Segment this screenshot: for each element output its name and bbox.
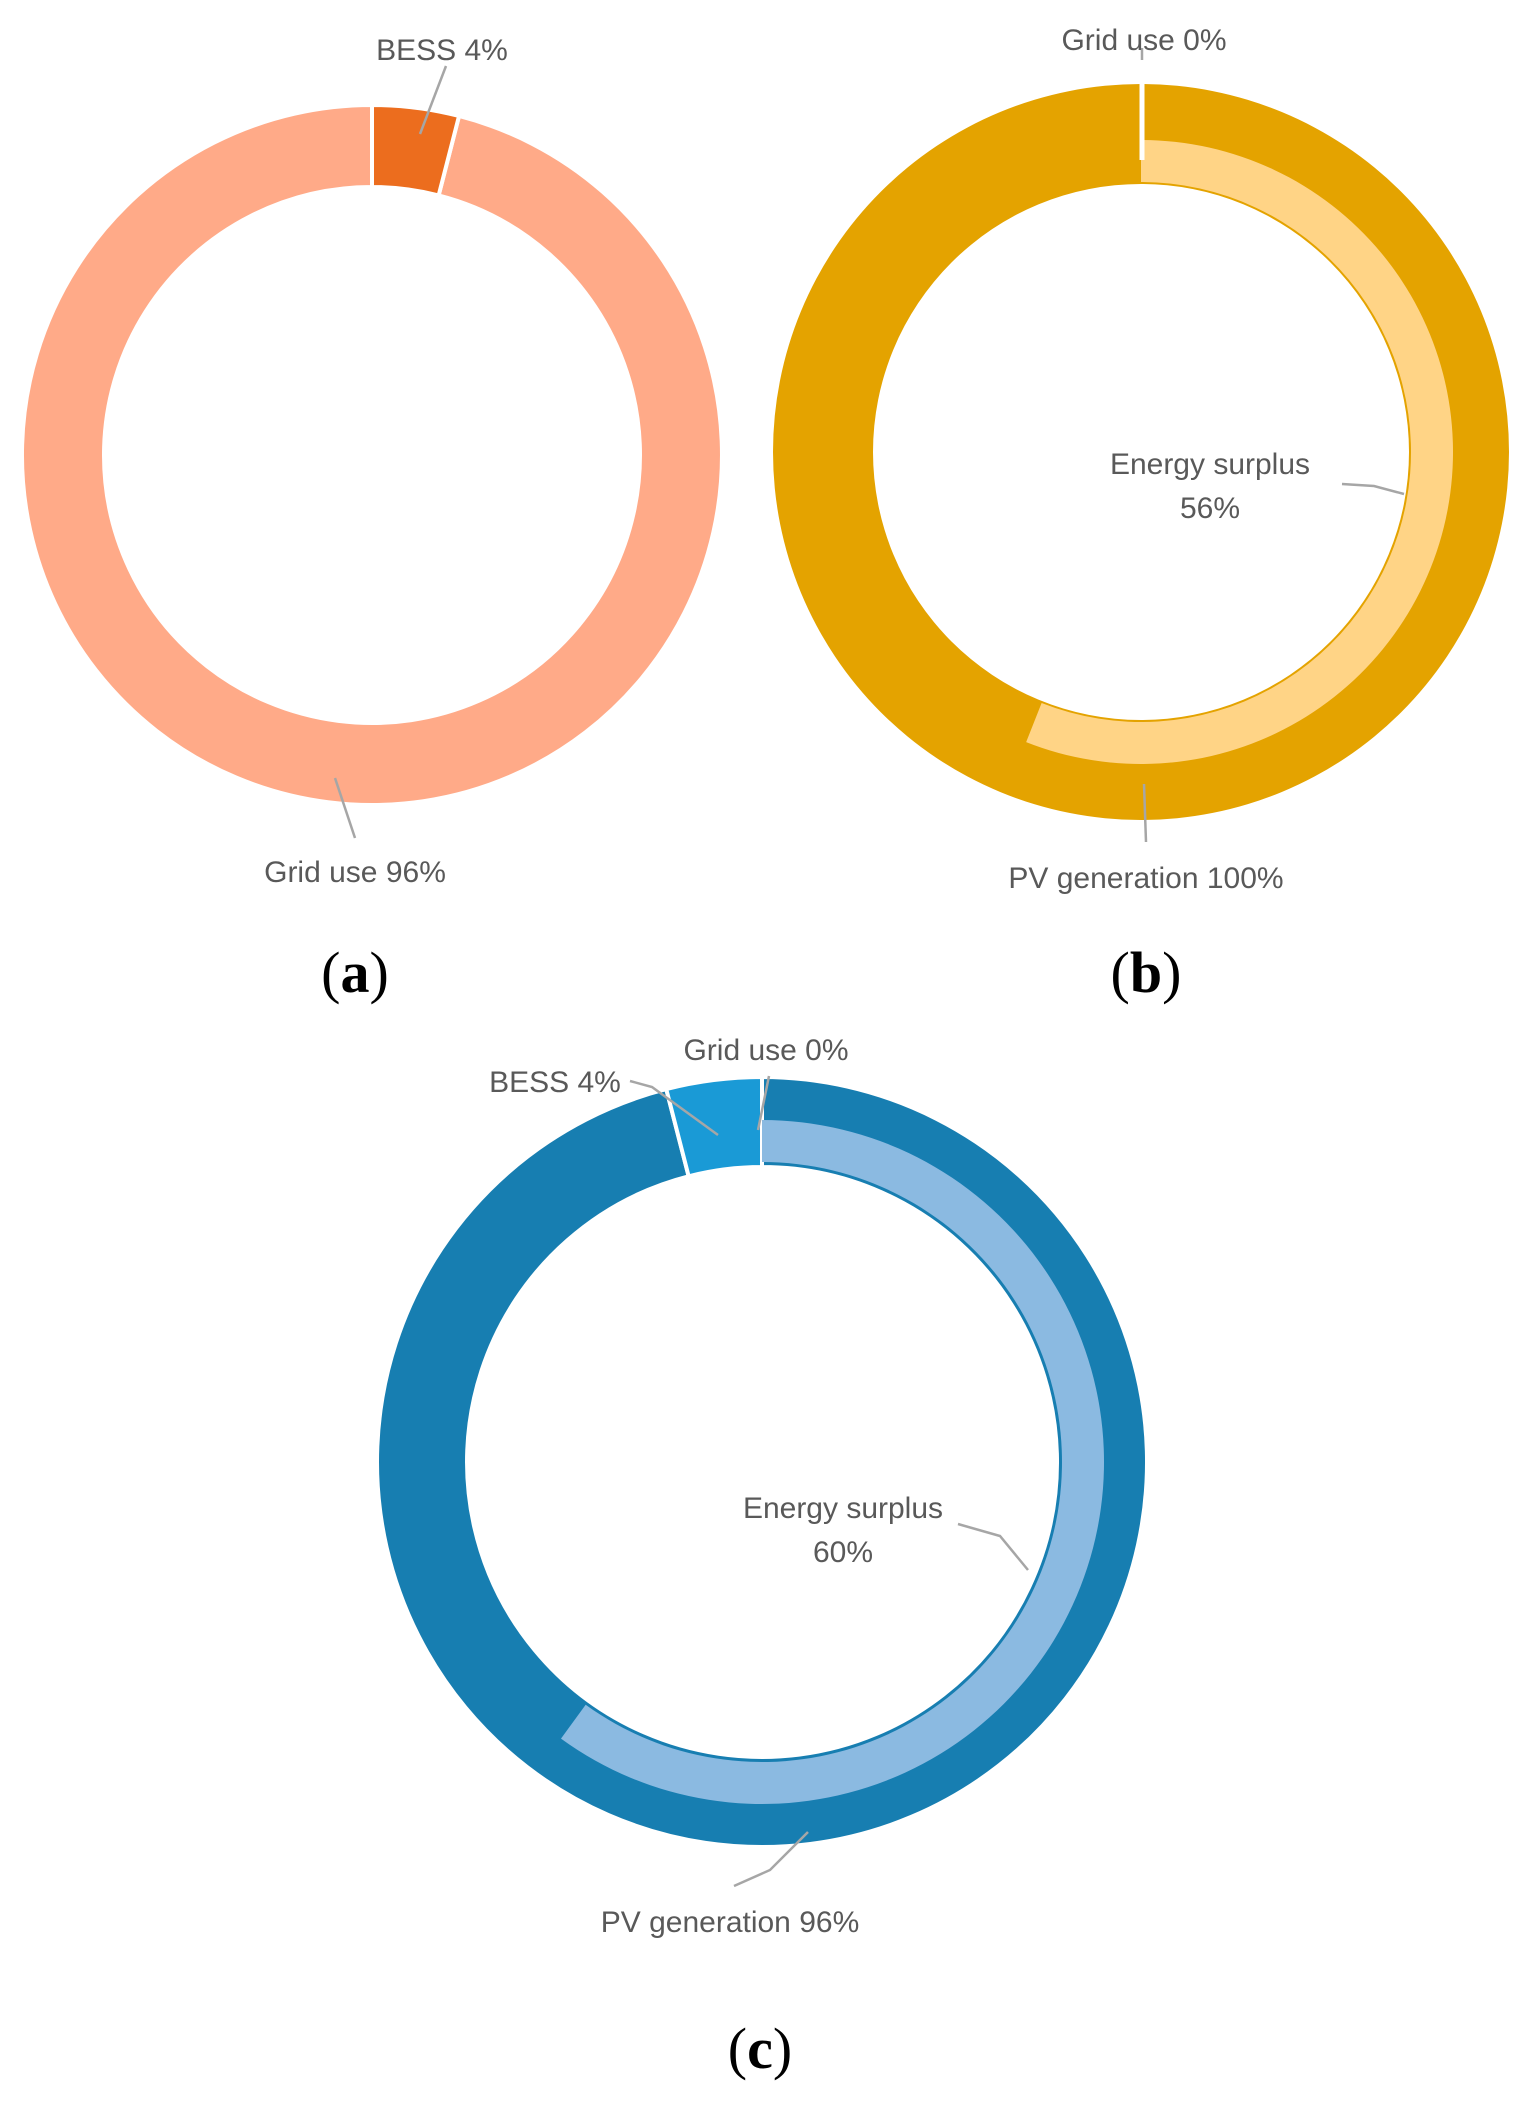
chart-a-panel-letter: a — [341, 940, 370, 1005]
chart-a-bess-leader — [418, 65, 448, 135]
chart-b-panel-letter: b — [1130, 940, 1162, 1005]
chart-c-slice-energy-surplus — [560, 1120, 1105, 1804]
chart-a-panel-label: (a) — [321, 940, 389, 1005]
chart-b: Grid use 0% Energy surplus 56% PV genera… — [773, 24, 1509, 1005]
chart-a-grid-leader — [333, 777, 357, 839]
chart-c-panel-letter: c — [747, 2016, 773, 2081]
chart-c-grid-leader — [756, 1075, 771, 1131]
chart-c: Grid use 0% BESS 4% Energy surplus 60% P… — [375, 1034, 1149, 2081]
chart-c-slice-pv-generation — [375, 1074, 1149, 1849]
chart-a-slice-grid-use — [20, 102, 724, 807]
chart-a-bess-label: BESS 4% — [376, 34, 508, 67]
chart-b-surplus-label-value: 56% — [1180, 492, 1240, 525]
chart-b-pv-label: PV generation 100% — [1008, 862, 1283, 895]
chart-c-bess-leader — [629, 1079, 719, 1137]
chart-c-pv-leader — [733, 1831, 809, 1888]
chart-a-grid-label: Grid use 96% — [264, 856, 446, 889]
chart-b-surplus-leader — [1341, 482, 1405, 496]
chart-c-pv-label: PV generation 96% — [601, 1906, 860, 1939]
chart-c-grid-label: Grid use 0% — [683, 1034, 848, 1067]
chart-c-surplus-leader — [957, 1522, 1029, 1571]
chart-c-bess-label: BESS 4% — [489, 1066, 621, 1099]
chart-b-pv-leader — [1142, 783, 1148, 843]
chart-b-grid-label: Grid use 0% — [1061, 24, 1226, 57]
chart-b-surplus-label-name: Energy surplus — [1110, 448, 1310, 481]
chart-c-panel-label: (c) — [728, 2016, 792, 2081]
chart-a: BESS 4% Grid use 96% (a) — [20, 34, 724, 1005]
chart-c-slice-bess — [663, 1074, 764, 1179]
chart-c-surplus-label-value: 60% — [813, 1536, 873, 1569]
chart-a-slice-bess — [370, 102, 462, 198]
chart-c-surplus-label-name: Energy surplus — [743, 1492, 943, 1525]
chart-b-panel-label: (b) — [1111, 940, 1182, 1005]
